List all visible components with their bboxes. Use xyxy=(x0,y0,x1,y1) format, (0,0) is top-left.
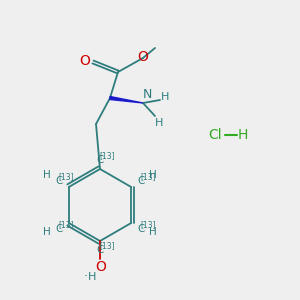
Text: H: H xyxy=(43,227,51,237)
Text: [13]: [13] xyxy=(140,220,156,230)
Text: [13]: [13] xyxy=(99,152,115,160)
Text: H: H xyxy=(149,170,157,180)
Text: H: H xyxy=(238,128,248,142)
Text: H: H xyxy=(149,227,157,237)
Text: ·: · xyxy=(84,271,88,284)
Text: O: O xyxy=(80,54,90,68)
Text: [13]: [13] xyxy=(99,242,115,250)
Text: N: N xyxy=(142,88,152,100)
Text: C: C xyxy=(55,176,62,186)
Text: [13]: [13] xyxy=(140,172,156,182)
Text: O: O xyxy=(138,50,148,64)
Text: C: C xyxy=(137,176,145,186)
Text: H: H xyxy=(161,92,169,102)
Text: Cl: Cl xyxy=(208,128,222,142)
Text: C: C xyxy=(96,245,104,255)
Text: O: O xyxy=(96,260,106,274)
Text: H: H xyxy=(88,272,96,282)
Text: [13]: [13] xyxy=(58,172,74,182)
Text: H: H xyxy=(155,118,163,128)
Polygon shape xyxy=(110,97,143,103)
Text: H: H xyxy=(43,170,51,180)
Text: [13]: [13] xyxy=(58,220,74,230)
Text: C: C xyxy=(137,224,145,234)
Text: C: C xyxy=(55,224,62,234)
Text: C: C xyxy=(96,155,104,165)
